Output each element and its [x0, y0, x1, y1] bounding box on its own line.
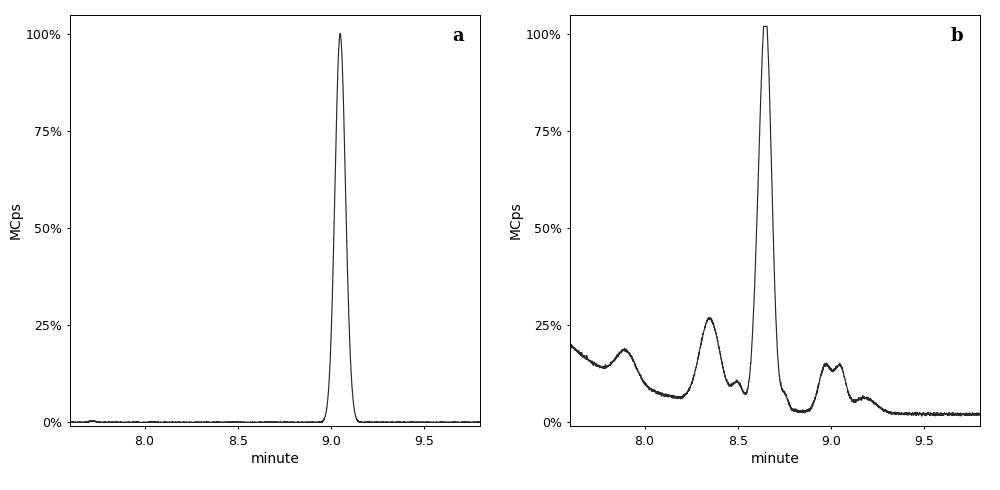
X-axis label: minute: minute [751, 452, 799, 466]
Y-axis label: MCps: MCps [509, 201, 523, 240]
Y-axis label: MCps: MCps [9, 201, 23, 240]
Text: a: a [452, 27, 464, 45]
X-axis label: minute: minute [251, 452, 299, 466]
Text: b: b [951, 27, 964, 45]
